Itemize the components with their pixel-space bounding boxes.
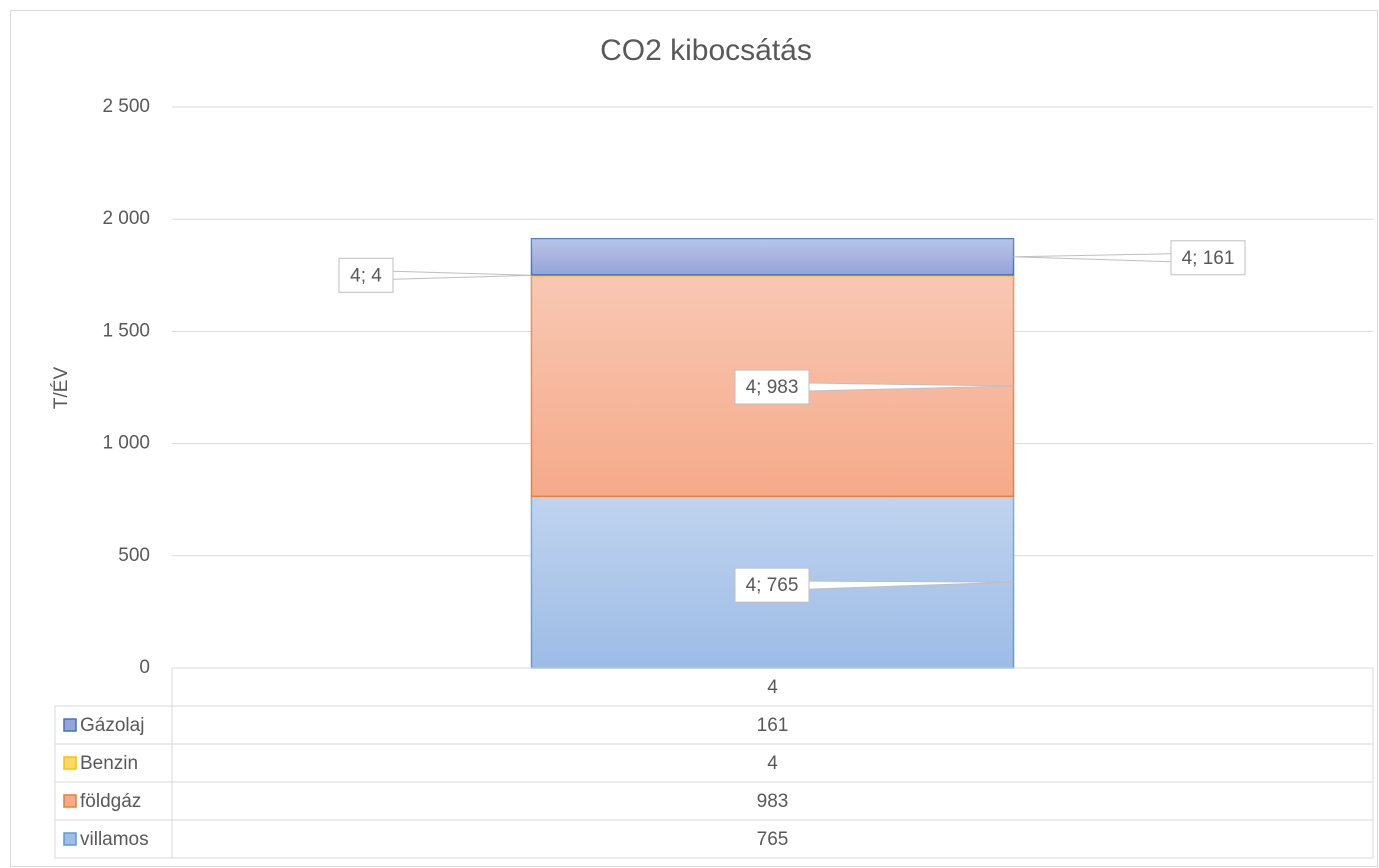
table-value: 161 — [757, 715, 789, 736]
legend-key — [63, 756, 77, 770]
data-label-box — [734, 369, 810, 405]
table-value: 4 — [767, 753, 778, 774]
data-label-box — [734, 567, 810, 603]
data-label: 4; 161 — [1182, 248, 1235, 269]
bar-shine — [531, 238, 1014, 275]
y-tick-label: 1 000 — [102, 433, 150, 454]
y-tick-label: 0 — [139, 657, 150, 678]
legend-key — [63, 832, 77, 846]
leader-line — [808, 382, 1014, 392]
leader-line — [1013, 253, 1172, 263]
table-row — [54, 819, 1374, 859]
y-tick-label: 2 500 — [102, 96, 150, 117]
data-label-box — [1170, 240, 1246, 276]
legend-label: földgáz — [80, 791, 141, 812]
legend-label: villamos — [80, 829, 149, 850]
y-tick-label: 2 000 — [102, 208, 150, 229]
legend-label: Gázolaj — [80, 715, 144, 736]
y-tick-label: 1 500 — [102, 320, 150, 341]
data-label-box — [338, 257, 394, 293]
table-value: 983 — [757, 791, 789, 812]
data-label: 4; 983 — [746, 377, 799, 398]
y-tick-label: 500 — [118, 545, 150, 566]
y-axis-title: T/ÉV — [51, 367, 72, 410]
legend-key — [63, 794, 77, 808]
chart-title: CO2 kibocsátás — [600, 34, 812, 67]
table-value: 765 — [757, 829, 789, 850]
legend-label: Benzin — [80, 753, 138, 774]
leader-line — [808, 580, 1014, 590]
table-header: 4 — [767, 677, 778, 698]
data-label: 4; 765 — [746, 575, 799, 596]
data-label: 4; 4 — [350, 265, 382, 286]
legend-key — [63, 718, 77, 732]
